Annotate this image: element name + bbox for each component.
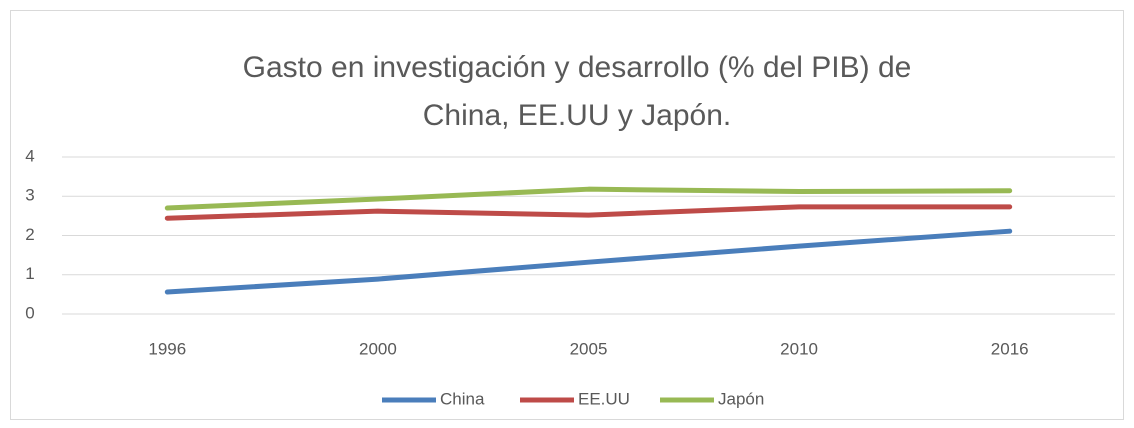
series-line bbox=[164, 186, 1013, 211]
y-tick-label: 1 bbox=[25, 264, 34, 283]
x-tick-label: 2005 bbox=[570, 339, 608, 358]
x-tick-label: 2010 bbox=[780, 339, 818, 358]
series-line bbox=[164, 204, 1013, 221]
y-tick-label: 3 bbox=[25, 186, 34, 205]
y-tick-label: 2 bbox=[25, 225, 34, 244]
series-line bbox=[164, 228, 1013, 295]
x-tick-label: 2000 bbox=[359, 339, 397, 358]
y-tick-label: 4 bbox=[25, 146, 34, 165]
y-tick-label: 0 bbox=[25, 303, 34, 322]
legend-label: China bbox=[440, 389, 485, 408]
chart-title: Gasto en investigación y desarrollo (% d… bbox=[242, 51, 912, 132]
x-tick-label: 1996 bbox=[148, 339, 186, 358]
legend-label: Japón bbox=[718, 389, 764, 408]
legend-label: EE.UU bbox=[578, 389, 630, 408]
x-tick-label: 2016 bbox=[991, 339, 1029, 358]
